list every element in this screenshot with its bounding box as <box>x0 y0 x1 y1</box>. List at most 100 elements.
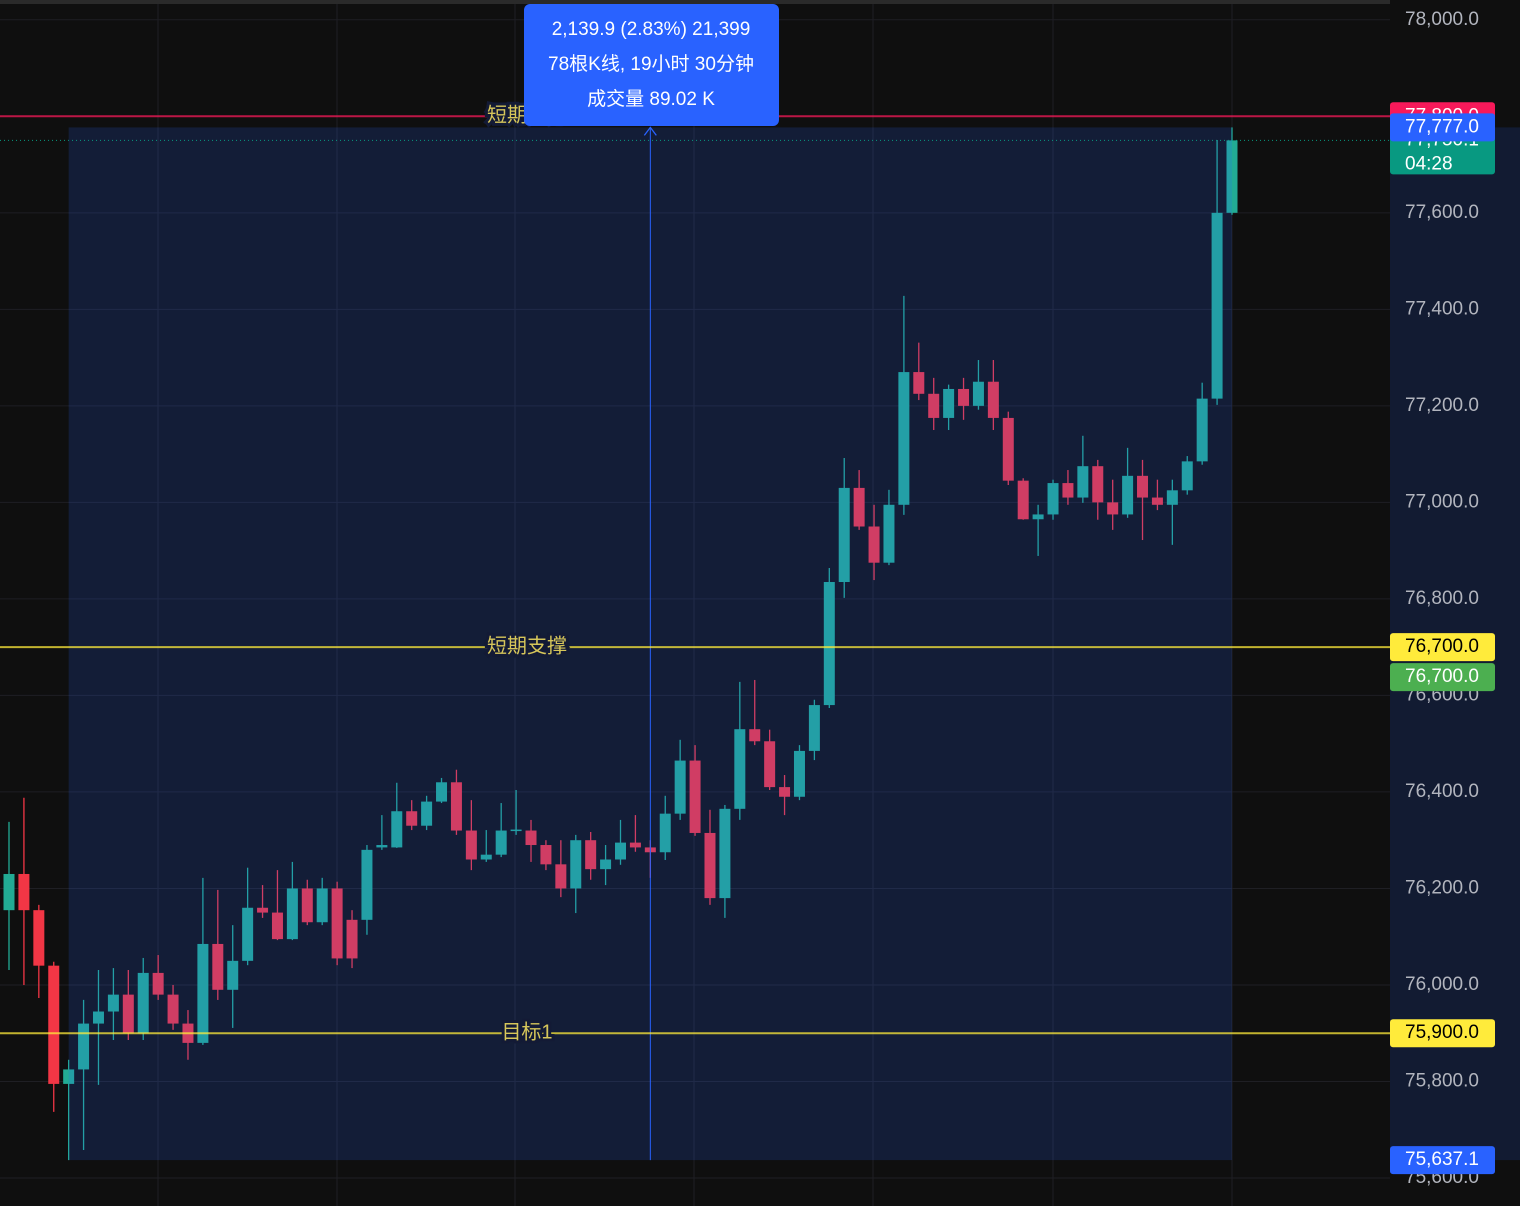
y-tick-label: 76,400.0 <box>1405 781 1479 802</box>
candle-body <box>570 840 582 889</box>
candle-body <box>943 388 955 418</box>
candle-body <box>659 813 671 853</box>
candle-body <box>868 526 880 563</box>
candle-body <box>674 760 686 814</box>
candle-body <box>18 873 30 911</box>
level-badge-text: 75,900.0 <box>1405 1022 1479 1043</box>
candle-body <box>928 393 940 418</box>
candle-body <box>1122 475 1134 515</box>
candle-body <box>346 919 358 959</box>
candle-body <box>1166 490 1178 505</box>
candle-body <box>1092 466 1104 503</box>
candle-body <box>63 1069 75 1084</box>
candle-body <box>689 760 701 833</box>
candle-body <box>898 372 910 505</box>
y-tick-label: 76,000.0 <box>1405 974 1479 995</box>
y-tick-label: 77,200.0 <box>1405 395 1479 416</box>
price-axis <box>1390 0 1520 1206</box>
range-tooltip-text: 78根K线, 19小时 30分钟 <box>548 53 754 75</box>
candle-body <box>406 811 418 826</box>
candle-body <box>1226 140 1238 213</box>
range-tooltip-text: 2,139.9 (2.83%) 21,399 <box>552 19 751 40</box>
candle-body <box>271 912 283 940</box>
level-label: 目标1 <box>501 1021 552 1044</box>
candle-body <box>764 741 776 788</box>
candle-body <box>525 830 537 846</box>
y-tick-label: 77,400.0 <box>1405 298 1479 319</box>
candle-body <box>1196 398 1208 462</box>
candle-body <box>376 845 388 848</box>
candle-body <box>1077 466 1089 498</box>
candle-body <box>629 842 641 848</box>
candle-body <box>122 994 134 1034</box>
candle-body <box>749 729 761 742</box>
candle-body <box>823 582 835 706</box>
candle-body <box>495 830 507 855</box>
candle-body <box>838 487 850 583</box>
range-tooltip <box>524 4 779 126</box>
candle-body <box>286 888 298 940</box>
candle-body <box>301 888 313 923</box>
candle-body <box>1017 480 1029 520</box>
candle-body <box>227 960 239 990</box>
candle-body <box>78 1023 90 1070</box>
candle-body <box>450 782 462 831</box>
candle-body <box>480 854 492 860</box>
candle-body <box>33 910 45 966</box>
candle-body <box>152 972 164 995</box>
range-badge <box>1390 113 1495 142</box>
candle-body <box>361 849 373 920</box>
y-tick-label: 77,000.0 <box>1405 491 1479 512</box>
candle-body <box>421 801 433 826</box>
candle-body <box>987 381 999 418</box>
vertical-grid <box>157 4 1233 1206</box>
candle-body <box>540 845 552 865</box>
level-badge <box>1390 633 1495 662</box>
y-tick-label: 78,000.0 <box>1405 9 1479 30</box>
candle-body <box>436 782 448 802</box>
candle-body <box>92 1011 104 1024</box>
candle-body <box>719 808 731 899</box>
candle-body <box>3 873 15 911</box>
candle-body <box>793 750 805 797</box>
y-tick-label: 75,800.0 <box>1405 1071 1479 1092</box>
level-badge <box>1390 663 1495 692</box>
level-badge <box>1390 1019 1495 1048</box>
candle-body <box>1211 212 1223 399</box>
range-badge-text: 75,637.1 <box>1405 1149 1479 1170</box>
candle-body <box>137 972 149 1034</box>
candle-body <box>257 907 269 913</box>
candle-body <box>972 381 984 406</box>
candle-body <box>331 888 343 959</box>
candle-body <box>242 907 254 961</box>
candle-body <box>465 830 477 860</box>
candle-body <box>1181 461 1193 491</box>
candle-body <box>555 864 567 889</box>
level-label: 短期支撑 <box>487 634 567 657</box>
candle-body <box>197 943 209 1043</box>
candle-body <box>779 787 791 797</box>
candle-body <box>391 811 403 848</box>
candle-body <box>510 829 522 832</box>
candle-body <box>615 842 626 860</box>
candle-body <box>1151 497 1163 505</box>
candle-body <box>808 705 820 751</box>
y-tick-label: 76,800.0 <box>1405 588 1479 609</box>
range-badge-text: 77,777.0 <box>1405 116 1479 137</box>
candle-body <box>167 994 179 1024</box>
candle-body <box>316 888 328 923</box>
candle-body <box>1062 483 1074 498</box>
level-badge-text: 76,700.0 <box>1405 666 1479 687</box>
level-badge-text: 76,700.0 <box>1405 636 1479 657</box>
candle-body <box>107 994 119 1012</box>
candle-body <box>853 487 865 527</box>
candle-body <box>1002 417 1014 481</box>
candle-body <box>1107 502 1119 515</box>
candle-body <box>704 832 716 899</box>
candle-body <box>1032 514 1044 520</box>
candle-body <box>958 388 970 406</box>
candle-body <box>913 372 925 394</box>
y-tick-label: 77,600.0 <box>1405 202 1479 223</box>
